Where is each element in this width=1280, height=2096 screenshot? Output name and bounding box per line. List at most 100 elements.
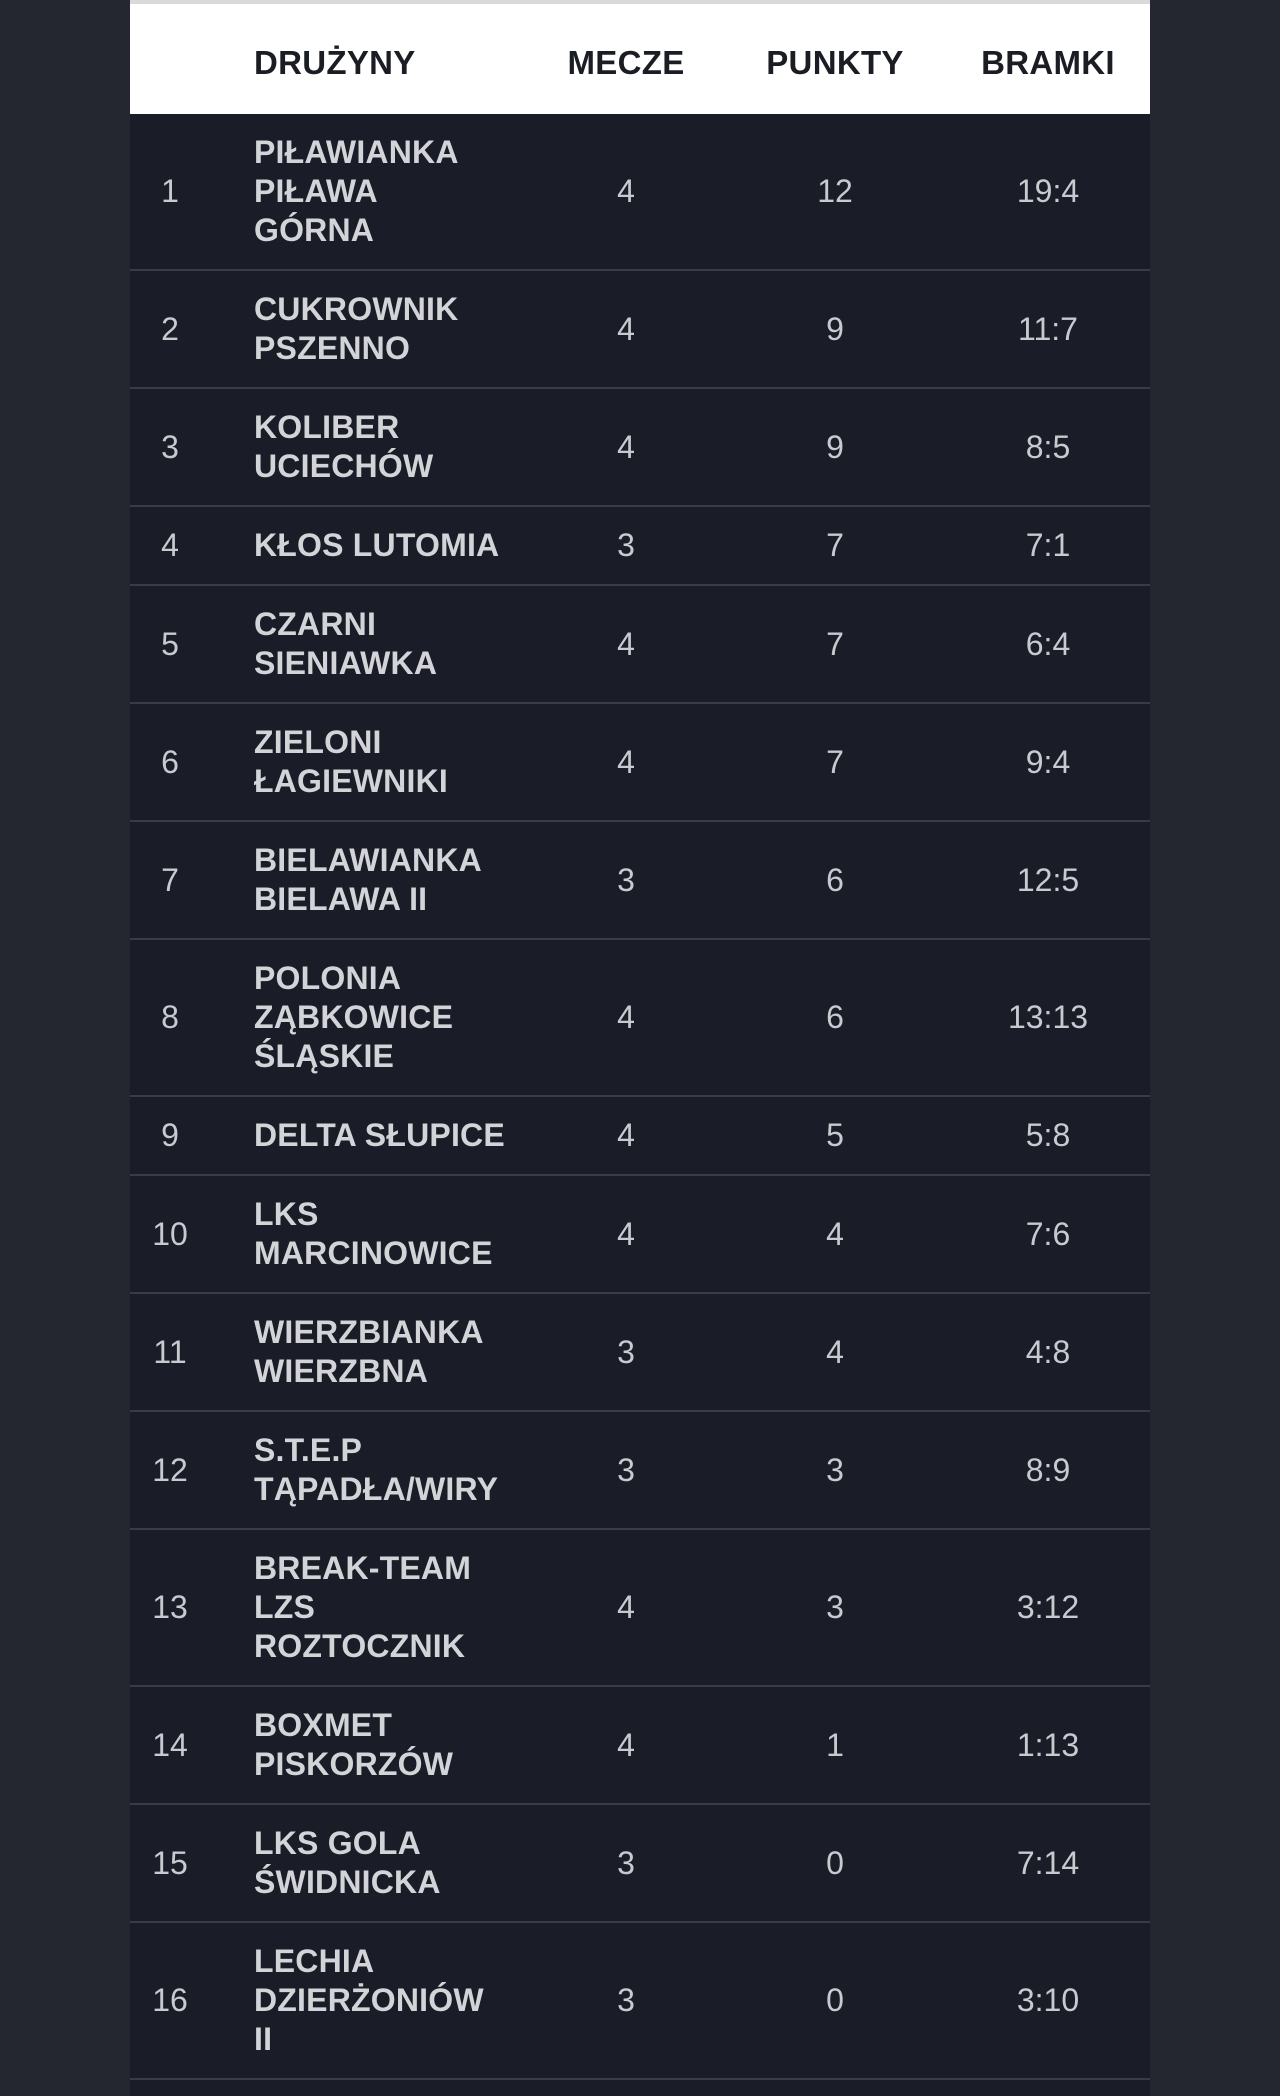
row-position: 8: [161, 999, 179, 1035]
row-points: 7: [826, 743, 844, 780]
row-points: 9: [826, 310, 844, 347]
team-name-line: TĄPADŁA/WIRY: [254, 1471, 499, 1507]
row-team-name: WIERZBIANKA WIERZBNA: [254, 1294, 554, 1410]
team-name-line: ŚWIDNICKA: [254, 1864, 441, 1900]
row-team-name: KOLIBER UCIECHÓW: [254, 389, 554, 505]
row-position: 5: [161, 625, 179, 662]
table-body: 1 PIŁAWIANKA PIŁAWA GÓRNA 4 12 19:4 2 CUKROWNIK P…: [130, 114, 1150, 2080]
row-matches: 4: [617, 310, 635, 347]
row-matches: 4: [617, 1589, 635, 1625]
row-goals: 9:4: [1025, 743, 1071, 780]
table-row: 5 CZARNI SIENIAWKA 4 7 6:4: [130, 586, 1150, 704]
row-position: 10: [152, 1215, 188, 1252]
table-row: 10 LKS MARCINOWICE 4 4 7:6: [130, 1176, 1150, 1294]
row-matches: 4: [617, 1726, 635, 1763]
row-goals: 7:14: [1016, 1844, 1080, 1881]
row-position: 9: [161, 1117, 179, 1153]
row-points: 4: [826, 1215, 844, 1252]
row-team-name: LECHIA DZIERŻONIÓW II: [254, 1923, 554, 2078]
team-name-line: PISKORZÓW: [254, 1746, 454, 1782]
team-name-line: BOXMET: [254, 1707, 393, 1743]
table-row: 13 BREAK-TEAM LZS ROZTOCZNIK 4 3 3:12: [130, 1530, 1150, 1687]
team-name-line: PIŁAWA: [254, 173, 378, 209]
row-matches: 4: [617, 625, 635, 662]
row-team-name: LKS MARCINOWICE: [254, 1176, 554, 1292]
row-points: 1: [826, 1726, 844, 1763]
team-name-line: POLONIA: [254, 960, 402, 996]
row-position: 7: [161, 861, 179, 898]
row-matches: 3: [617, 861, 635, 898]
row-matches: 3: [617, 1451, 635, 1488]
row-goals: 8:5: [1025, 428, 1071, 465]
row-matches: 3: [617, 1333, 635, 1370]
team-name-line: UCIECHÓW: [254, 448, 434, 484]
row-position: 11: [153, 1333, 187, 1370]
row-points: 3: [826, 1451, 844, 1488]
table-row: 2 CUKROWNIK PSZENNO 4 9 11:7: [130, 271, 1150, 389]
header-matches: MECZE: [567, 44, 685, 81]
row-team-name: BOXMET PISKORZÓW: [254, 1687, 554, 1803]
row-goals: 12:5: [1016, 861, 1080, 898]
team-name-line: ROZTOCZNIK: [254, 1628, 466, 1664]
table-row: 14 BOXMET PISKORZÓW 4 1 1:13: [130, 1687, 1150, 1805]
row-team-name: BREAK-TEAM LZS ROZTOCZNIK: [254, 1530, 554, 1685]
team-name-line: KŁOS LUTOMIA: [254, 527, 500, 563]
table-row: 3 KOLIBER UCIECHÓW 4 9 8:5: [130, 389, 1150, 507]
table-row: 6 ZIELONI ŁAGIEWNIKI 4 7 9:4: [130, 704, 1150, 822]
row-goals: 6:4: [1025, 625, 1071, 662]
row-team-name: DELTA SŁUPICE: [254, 1097, 554, 1174]
row-position: 12: [152, 1451, 188, 1488]
row-matches: 4: [617, 173, 635, 209]
table-row: 15 LKS GOLA ŚWIDNICKA 3 0 7:14: [130, 1805, 1150, 1923]
row-points: 6: [826, 999, 844, 1035]
team-name-line: BREAK-TEAM: [254, 1550, 472, 1586]
row-team-name: PIŁAWIANKA PIŁAWA GÓRNA: [254, 114, 554, 269]
team-name-line: ZĄBKOWICE: [254, 999, 454, 1035]
team-name-line: WIERZBIANKA: [254, 1314, 484, 1350]
header-team: DRUŻYNY: [254, 44, 416, 81]
team-name-line: ZIELONI: [254, 724, 382, 760]
row-points: 9: [826, 428, 844, 465]
row-matches: 4: [617, 428, 635, 465]
row-goals: 8:9: [1025, 1451, 1071, 1488]
team-name-line: LZS: [254, 1589, 316, 1625]
team-name-line: CZARNI: [254, 606, 377, 642]
team-name-line: WIERZBNA: [254, 1353, 429, 1389]
row-goals: 13:13: [1007, 999, 1089, 1035]
team-name-line: BIELAWIANKA: [254, 842, 482, 878]
row-goals: 7:1: [1025, 527, 1071, 563]
team-name-line: MARCINOWICE: [254, 1235, 493, 1271]
table-row: 8 POLONIA ZĄBKOWICE ŚLĄSKIE 4 6 13:13: [130, 940, 1150, 1097]
team-name-line: LKS: [254, 1196, 319, 1232]
team-name-line: LKS GOLA: [254, 1825, 421, 1861]
row-points: 4: [826, 1333, 844, 1370]
row-position: 2: [161, 310, 179, 347]
row-matches: 4: [617, 1215, 635, 1252]
row-matches: 4: [617, 743, 635, 780]
row-position: 3: [161, 428, 179, 465]
team-name-line: GÓRNA: [254, 212, 375, 248]
table-row: 11 WIERZBIANKA WIERZBNA 3 4 4:8: [130, 1294, 1150, 1412]
row-goals: 5:8: [1025, 1117, 1071, 1153]
team-name-line: ŚLĄSKIE: [254, 1038, 395, 1074]
row-goals: 11:7: [1018, 310, 1078, 347]
team-name-line: LECHIA: [254, 1943, 375, 1979]
row-points: 5: [826, 1117, 844, 1153]
header-goals: BRAMKI: [981, 44, 1115, 81]
team-name-line: KOLIBER: [254, 409, 400, 445]
left-margin: [0, 0, 130, 2096]
row-position: 4: [161, 527, 179, 563]
table-row: 1 PIŁAWIANKA PIŁAWA GÓRNA 4 12 19:4: [130, 114, 1150, 271]
table-header: DRUŻYNY MECZE PUNKTY BRAMKI: [130, 0, 1150, 114]
row-matches: 3: [617, 1844, 635, 1881]
row-position: 16: [152, 1982, 188, 2018]
team-name-line: SIENIAWKA: [254, 645, 438, 681]
team-name-line: DZIERŻONIÓW: [254, 1982, 484, 2018]
row-team-name: S.T.E.P TĄPADŁA/WIRY: [254, 1412, 554, 1528]
row-team-name: BIELAWIANKA BIELAWA II: [254, 822, 554, 938]
row-goals: 3:12: [1016, 1589, 1080, 1625]
row-points: 12: [817, 173, 853, 209]
row-team-name: LKS GOLA ŚWIDNICKA: [254, 1805, 554, 1921]
table-row: 12 S.T.E.P TĄPADŁA/WIRY 3 3 8:9: [130, 1412, 1150, 1530]
